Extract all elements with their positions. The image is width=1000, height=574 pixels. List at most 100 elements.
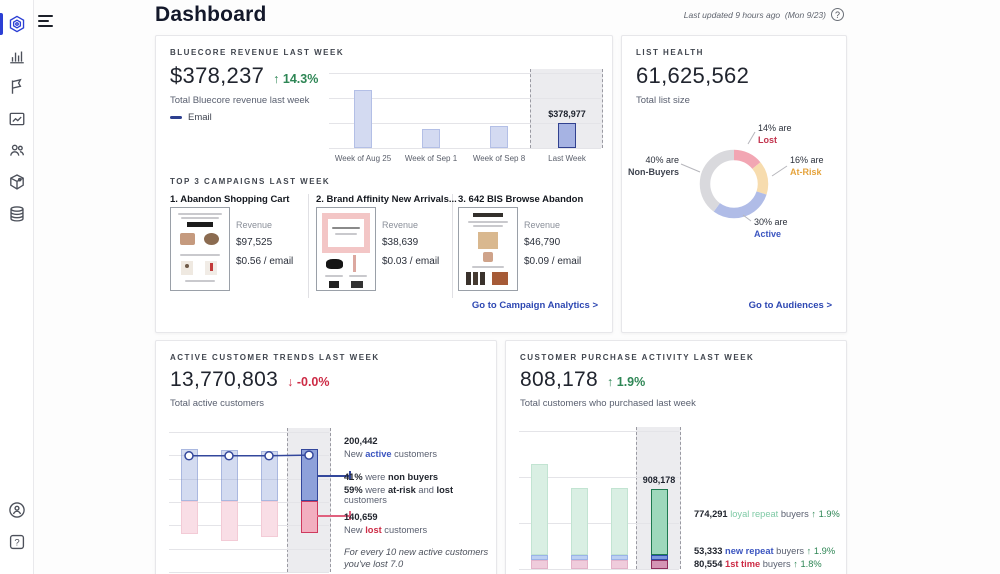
new-repeat-row: 53,333 new repeat buyers 1.9% — [694, 546, 835, 556]
gridline — [329, 73, 601, 74]
revenue-value: $378,237 — [170, 63, 265, 88]
card-title: CUSTOMER PURCHASE ACTIVITY LAST WEEK — [520, 353, 755, 362]
loyal-repeat-segment — [530, 464, 548, 556]
sidebar-item-help[interactable]: ? — [8, 533, 26, 551]
sidebar-item-audiences[interactable] — [8, 141, 26, 159]
loyal-repeat-row: 774,291 loyal repeat buyers 1.9% — [694, 509, 840, 519]
campaign-thumbnail[interactable] — [316, 207, 376, 291]
svg-text:?: ? — [14, 537, 19, 548]
pink-whisker — [317, 515, 350, 517]
ratio-note: For every 10 new active customers you've… — [344, 547, 489, 569]
revenue-chart-plot: Week of Aug 25 Week of Sep 1 Week of Sep 8… — [329, 69, 603, 163]
first-time-segment — [610, 560, 628, 569]
donut-segment-active — [699, 149, 769, 219]
campaign-revenue: $38,639 — [382, 237, 419, 248]
campaign-thumbnail[interactable] — [458, 207, 518, 291]
revenue-bar — [422, 129, 440, 148]
gridline — [519, 569, 679, 570]
x-axis-label: Week of Sep 1 — [404, 154, 458, 163]
last-updated-text: Last updated 9 hours ago (Mon 9/23) — [683, 10, 826, 20]
campaign-per-email: $0.03 / email — [382, 256, 440, 267]
divider — [452, 194, 453, 298]
campaign-name: 3. 642 BIS Browse Abandon — [458, 194, 584, 205]
revenue-delta: 14.3% — [273, 72, 318, 86]
sidebar: ? — [0, 0, 34, 574]
first-time-row: 80,554 1st time buyers 1.8% — [694, 559, 822, 569]
sidebar-item-data[interactable] — [8, 205, 26, 223]
campaigns-section-title: TOP 3 CAMPAIGNS LAST WEEK — [170, 177, 331, 186]
bar-value-label: 908,178 — [642, 474, 676, 485]
campaign-name: 2. Brand Affinity New Arrivals... — [316, 194, 457, 205]
purchasers-value: 808,178 — [520, 368, 599, 391]
active-trends-card: ACTIVE CUSTOMER TRENDS LAST WEEK 13,770,… — [155, 340, 497, 574]
loyal-repeat-segment — [570, 487, 588, 556]
new-repeat-segment — [610, 555, 628, 561]
bar-chart-icon — [10, 51, 24, 64]
blue-whisker-tick — [349, 471, 351, 481]
donut-label-lost: 14% are Lost — [758, 123, 792, 145]
trends-chart-plot — [169, 428, 351, 573]
donut-label-non-buyers: 40% are Non-Buyers — [627, 155, 679, 177]
x-axis-label: Week of Sep 8 — [472, 154, 526, 163]
gridline — [329, 148, 601, 149]
up-arrow-icon — [607, 375, 613, 389]
pink-whisker-tick — [349, 511, 351, 520]
revenue-subtitle: Total Bluecore revenue last week — [170, 95, 310, 106]
go-to-campaign-analytics-link[interactable]: Go to Campaign Analytics > — [471, 300, 598, 311]
new-active-stat: 200,442 New active customers — [344, 436, 438, 459]
gridline — [329, 98, 601, 99]
new-repeat-segment — [570, 555, 588, 561]
active-customers-delta: -0.0% — [287, 375, 329, 389]
new-lost-bar — [220, 500, 238, 542]
gridline — [169, 432, 329, 433]
header-help-icon[interactable]: ? — [831, 8, 844, 21]
card-title: BLUECORE REVENUE LAST WEEK — [170, 48, 345, 57]
first-time-segment — [570, 560, 588, 569]
flag-icon — [11, 78, 22, 94]
support-icon — [9, 502, 25, 518]
campaign-name: 1. Abandon Shopping Cart — [170, 194, 290, 205]
campaign-item: 1. Abandon Shopping Cart Revenue $97,525… — [170, 194, 306, 291]
gridline — [519, 523, 679, 524]
donut-label-at-risk: 16% are At-Risk — [790, 155, 824, 177]
divider — [308, 194, 309, 298]
active-customers-value: 13,770,803 — [170, 368, 279, 391]
campaign-details: Revenue $38,639 $0.03 / email — [382, 220, 440, 267]
sidebar-item-campaigns[interactable] — [8, 78, 26, 96]
email-legend: Email — [170, 112, 212, 123]
menu-toggle-button[interactable] — [38, 15, 54, 28]
sidebar-item-home[interactable] — [8, 15, 26, 33]
campaign-item: 2. Brand Affinity New Arrivals... Revenu… — [316, 194, 457, 291]
campaign-details: Revenue $46,790 $0.09 / email — [524, 220, 582, 267]
x-axis-label: Last Week — [548, 154, 586, 163]
up-arrow-icon — [273, 72, 279, 86]
sidebar-item-support[interactable] — [8, 501, 26, 519]
purchasers-delta: 1.9% — [607, 375, 645, 389]
card-title: ACTIVE CUSTOMER TRENDS LAST WEEK — [170, 353, 380, 362]
campaign-revenue: $97,525 — [236, 237, 273, 248]
legend-dash-icon — [170, 116, 182, 119]
sidebar-item-products[interactable] — [8, 173, 26, 191]
go-to-audiences-link[interactable]: Go to Audiences > — [748, 300, 832, 311]
package-icon — [10, 174, 24, 190]
loyal-repeat-segment — [610, 487, 628, 556]
gridline — [519, 431, 679, 432]
up-arrow-icon — [807, 546, 812, 556]
sidebar-item-analytics[interactable] — [8, 47, 26, 65]
list-size-subtitle: Total list size — [636, 95, 690, 106]
trend-line — [184, 450, 314, 461]
revenue-card: BLUECORE REVENUE LAST WEEK $378,237 14.3… — [155, 35, 613, 333]
purchasers-subtitle: Total customers who purchased last week — [520, 398, 696, 409]
new-active-bar — [180, 448, 198, 501]
down-arrow-icon — [287, 375, 293, 389]
chart-image-icon — [9, 112, 25, 126]
sidebar-item-performance[interactable] — [8, 110, 26, 128]
loyal-repeat-segment — [650, 488, 668, 556]
revenue-bar — [354, 90, 372, 148]
campaign-thumbnail[interactable] — [170, 207, 230, 291]
help-icon: ? — [9, 534, 25, 550]
new-lost-bar — [180, 500, 198, 535]
new-repeat-segment — [650, 555, 668, 561]
list-size-value: 61,625,562 — [636, 63, 750, 88]
hamburger-icon — [38, 15, 53, 17]
